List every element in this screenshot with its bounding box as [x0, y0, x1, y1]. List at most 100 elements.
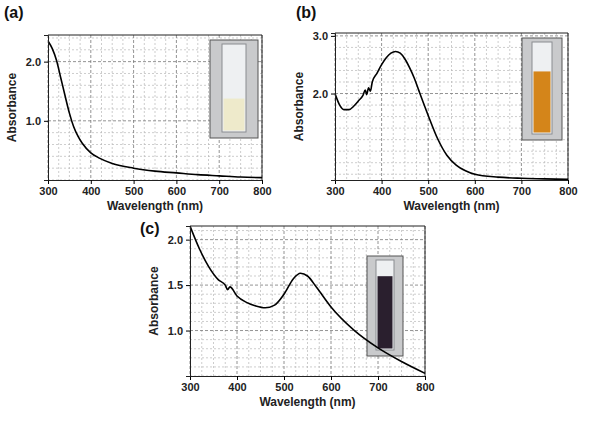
y-axis-title: Absorbance	[147, 266, 161, 336]
y-tick-label: 2.0	[313, 88, 328, 100]
y-tick: 3.0	[313, 30, 335, 42]
x-axis-title: Wavelength (nm)	[259, 395, 355, 409]
x-tick-label: 400	[228, 381, 246, 393]
x-tick-mark	[382, 180, 383, 184]
plot-frame	[190, 226, 425, 376]
x-tick-label: 400	[82, 185, 100, 197]
minor-grid-line	[463, 33, 464, 180]
y-tick-label: 1.5	[168, 279, 183, 291]
minor-grid-line	[393, 33, 394, 180]
minor-grid-line	[416, 33, 417, 180]
spectrum-line	[335, 51, 568, 179]
x-tick-label: 500	[125, 185, 143, 197]
minor-grid-line	[369, 33, 370, 180]
grid-line	[284, 226, 285, 376]
inset-frame	[210, 40, 258, 138]
x-tick-label: 600	[168, 185, 186, 197]
y-axis: 2.0 3.0	[313, 30, 336, 181]
cuvette	[222, 44, 246, 132]
minor-grid-line	[155, 35, 156, 180]
minor-grid-line	[190, 366, 425, 367]
minor-grid-line	[509, 33, 510, 180]
spectrum-line	[48, 41, 262, 178]
inset-photo	[210, 40, 258, 138]
minor-grid-line	[413, 226, 414, 376]
grid-line	[176, 35, 177, 180]
x-tick: 600	[322, 376, 340, 393]
minor-grid-line	[165, 35, 166, 180]
x-tick-label: 700	[513, 185, 531, 197]
x-tick: 800	[253, 180, 271, 197]
plot-area	[335, 51, 568, 179]
minor-grid-line	[248, 226, 249, 376]
x-tick-mark	[521, 180, 522, 184]
x-tick-label: 400	[373, 185, 391, 197]
x-tick-mark	[237, 376, 238, 380]
x-tick-label: 500	[275, 381, 293, 393]
x-tick: 600	[466, 180, 484, 197]
y-tick-label: 2.0	[26, 56, 41, 68]
y-tick-mark	[186, 285, 190, 286]
x-tick: 400	[373, 180, 391, 197]
y-tick-label: 1.0	[26, 115, 41, 127]
plot-frame	[48, 35, 262, 180]
minor-grid-line	[260, 226, 261, 376]
y-axis: 1.0 2.0	[26, 36, 49, 181]
grid	[190, 226, 425, 376]
x-tick-mark	[262, 180, 263, 184]
inset-frame	[522, 38, 562, 140]
x-tick: 700	[513, 180, 531, 197]
y-tick-mark	[331, 94, 335, 95]
x-axis: 300 400 500 600 700 800	[39, 180, 271, 197]
y-tick: 2.0	[313, 88, 335, 100]
x-tick: 500	[420, 180, 438, 197]
x-tick-mark	[378, 376, 379, 380]
x-tick-label: 300	[181, 381, 199, 393]
x-tick-mark	[284, 376, 285, 380]
cuvette	[376, 260, 394, 350]
y-tick-label: 3.0	[313, 30, 328, 42]
minor-grid-line	[358, 33, 359, 180]
grid-line	[90, 35, 91, 180]
inset-frame	[367, 256, 403, 356]
x-tick: 600	[168, 180, 186, 197]
y-tick: 1.0	[168, 325, 190, 337]
x-tick-mark	[425, 376, 426, 380]
panel: 3004005006007008001.01.52.0Wavelength (n…	[140, 220, 435, 409]
minor-grid-line	[48, 168, 262, 169]
x-tick-mark	[568, 180, 569, 184]
grid-line	[381, 33, 382, 180]
grid-line	[474, 33, 475, 180]
minor-grid-line	[144, 35, 145, 180]
minor-grid-line	[122, 35, 123, 180]
grid	[335, 33, 568, 180]
minor-grid-line	[335, 162, 568, 163]
x-axis: 300400500600700800	[181, 376, 434, 393]
x-tick: 700	[211, 180, 229, 197]
x-tick: 400	[228, 376, 246, 393]
x-tick-label: 600	[466, 185, 484, 197]
cuvette-liquid	[378, 276, 393, 348]
minor-grid-line	[190, 248, 425, 249]
figure: 300 400 500 600 700 800 1.0 2.0 Wavelength (nm) A…	[0, 0, 589, 425]
minor-grid-line	[208, 35, 209, 180]
x-tick-label: 800	[416, 381, 434, 393]
minor-grid-line	[225, 226, 226, 376]
y-tick-mark	[44, 121, 48, 122]
grid-line	[428, 33, 429, 180]
x-axis-title: Wavelength (nm)	[107, 199, 203, 213]
x-tick-label: 300	[326, 185, 344, 197]
y-tick: 1.5	[168, 279, 190, 291]
x-axis-title: Wavelength (nm)	[403, 199, 499, 213]
minor-grid-line	[213, 226, 214, 376]
minor-grid-line	[335, 151, 568, 152]
x-tick-label: 300	[39, 185, 57, 197]
minor-grid-line	[69, 35, 70, 180]
y-tick: 1.0	[26, 115, 48, 127]
minor-grid-line	[187, 35, 188, 180]
x-tick-label: 700	[211, 185, 229, 197]
minor-grid-line	[197, 35, 198, 180]
panel-label: (b)	[296, 4, 316, 21]
x-axis: 300400500600700800	[326, 180, 577, 197]
minor-grid-line	[80, 35, 81, 180]
